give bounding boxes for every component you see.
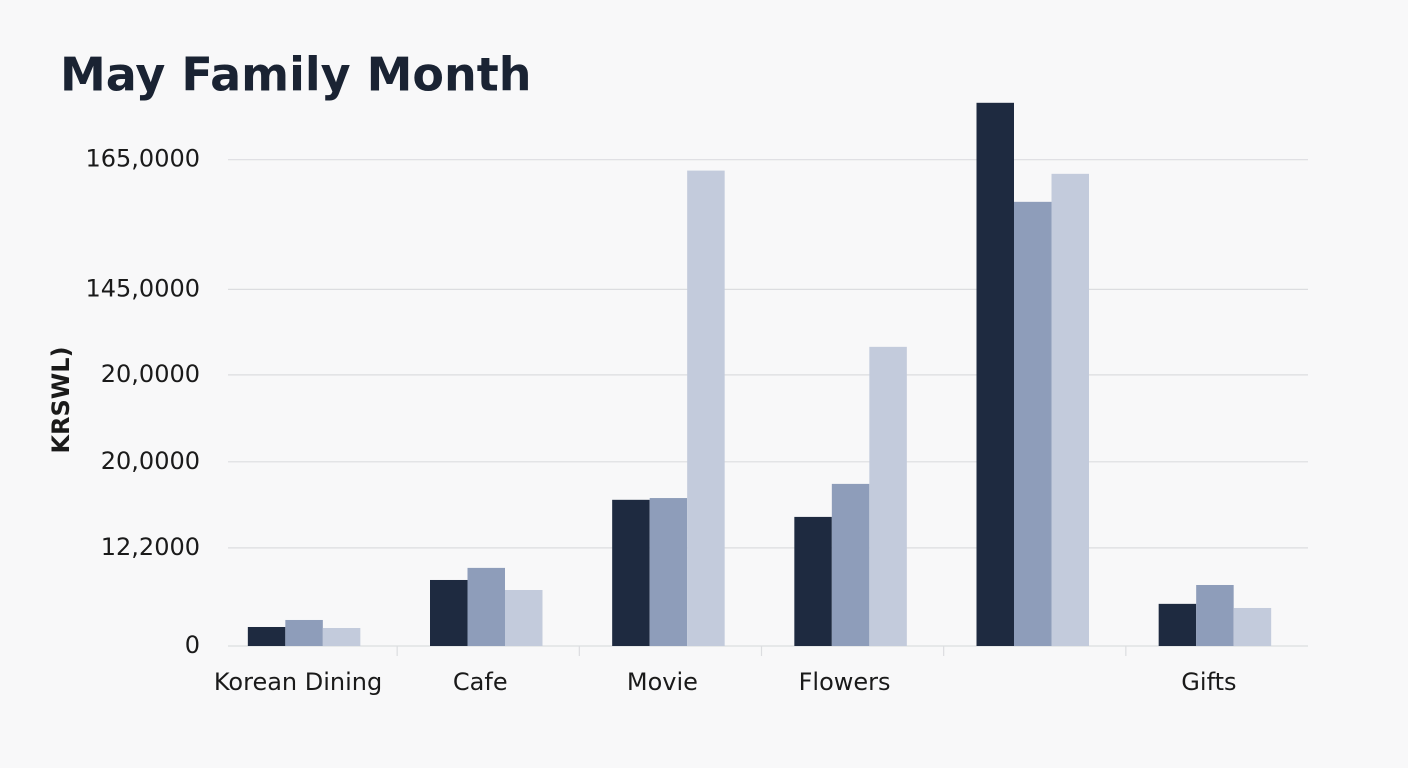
- y-tick-label: 12,2000: [101, 533, 200, 561]
- bar: [1051, 173, 1089, 646]
- bar: [285, 619, 323, 646]
- bar: [1233, 607, 1272, 646]
- bar: [1196, 584, 1234, 646]
- bar: [322, 627, 361, 646]
- bar: [687, 170, 725, 646]
- y-axis-label: KRSWL): [47, 346, 75, 453]
- y-tick-label: 0: [185, 631, 200, 659]
- x-tick-label: Korean Dining: [214, 668, 382, 696]
- bar: [1158, 603, 1197, 646]
- x-tick-label: Gifts: [1181, 668, 1236, 696]
- bar: [649, 498, 688, 646]
- bar: [505, 590, 543, 646]
- bar: [869, 346, 907, 646]
- bar: [794, 516, 832, 646]
- y-tick-label: 165,0000: [85, 145, 200, 173]
- x-tick-label: Flowers: [799, 668, 891, 696]
- bar: [467, 567, 505, 646]
- bar: [831, 483, 870, 646]
- y-tick-label: 20,0000: [101, 447, 200, 475]
- x-tick-label: Cafe: [453, 668, 508, 696]
- bar: [976, 102, 1014, 647]
- bar: [247, 626, 286, 646]
- chart-title: May Family Month: [60, 48, 532, 102]
- y-tick-label: 145,0000: [85, 274, 200, 302]
- y-tick-label: 20,0000: [101, 360, 200, 388]
- bar: [1014, 201, 1052, 646]
- bar: [430, 579, 468, 646]
- x-tick-label: Movie: [627, 668, 698, 696]
- bar: [612, 499, 650, 646]
